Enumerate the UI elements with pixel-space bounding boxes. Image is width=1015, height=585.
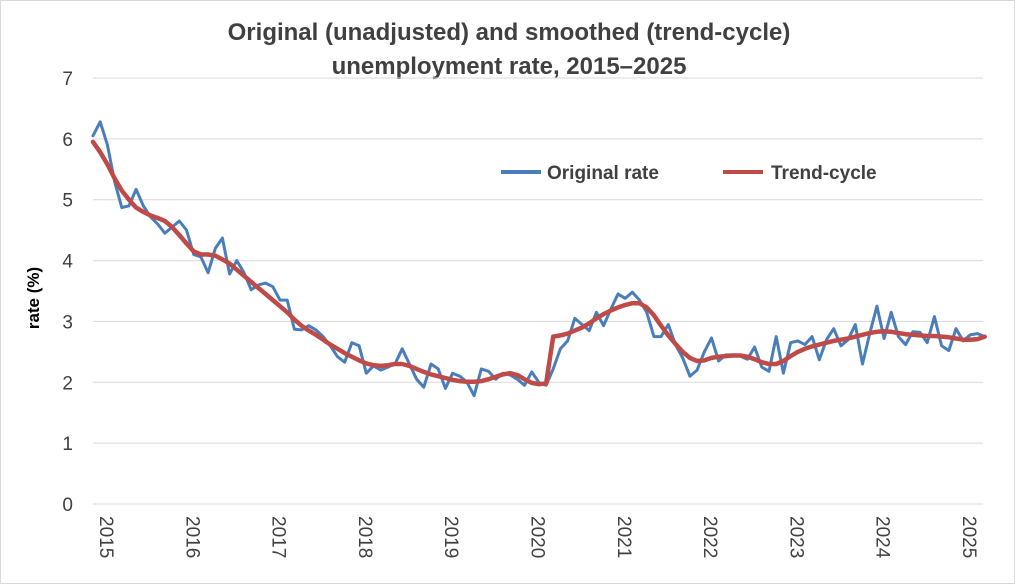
x-tick-label: 2025 (958, 516, 979, 558)
x-tick-label: 2019 (440, 516, 461, 558)
y-tick-label: 2 (62, 373, 73, 394)
chart-title-line-2: unemployment rate, 2015–2025 (332, 53, 687, 80)
x-tick-label: 2020 (527, 516, 548, 558)
x-tick-label: 2022 (699, 516, 720, 558)
y-axis-label: rate (%) (24, 267, 43, 329)
y-axis-ticks: 0 1 2 3 4 5 6 7 (62, 69, 73, 516)
series-lines (90, 120, 987, 398)
x-tick-label: 2016 (181, 516, 202, 558)
y-tick-label: 4 (62, 252, 73, 273)
legend-label-original: Original rate (547, 163, 659, 184)
y-tick-label: 5 (62, 191, 73, 212)
x-axis-ticks: 2015 2016 2017 2018 2019 2020 2021 2022 2023 2024… (95, 516, 979, 559)
x-tick-label: 2021 (613, 516, 634, 558)
x-tick-label: 2023 (785, 516, 806, 558)
x-tick-label: 2017 (268, 516, 289, 558)
x-tick-label: 2015 (95, 516, 116, 558)
y-tick-label: 6 (62, 130, 73, 151)
x-tick-label: 2024 (872, 516, 893, 559)
y-tick-label: 3 (62, 312, 73, 333)
y-tick-label: 0 (62, 495, 73, 516)
legend-label-trend: Trend-cycle (771, 163, 877, 184)
x-tick-label: 2018 (354, 516, 375, 558)
y-tick-label: 7 (62, 69, 73, 90)
y-tick-label: 1 (62, 434, 73, 455)
legend: Original rate Trend-cycle (501, 163, 877, 184)
series-line-trend-cycle (90, 139, 987, 387)
chart-title-line-1: Original (unadjusted) and smoothed (tren… (228, 19, 791, 46)
gridlines (93, 77, 983, 505)
